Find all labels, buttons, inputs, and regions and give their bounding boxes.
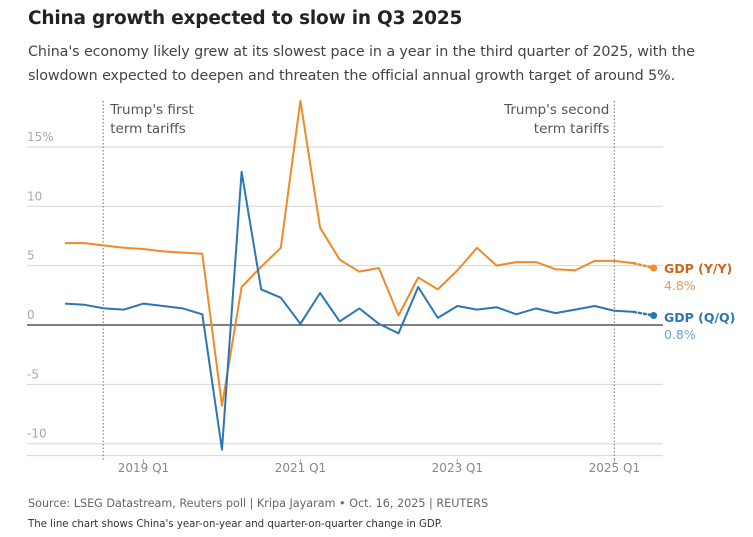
- x-tick-label: 2025 Q1: [589, 461, 640, 475]
- chart-description: The line chart shows China's year-on-yea…: [28, 519, 443, 530]
- source-line: Source: LSEG Datastream, Reuters poll | …: [28, 497, 489, 510]
- y-tick-label: 15%: [27, 130, 54, 144]
- series-label: GDP (Y/Y): [664, 261, 732, 276]
- series-line-yoy: [65, 99, 635, 407]
- chart-title: China growth expected to slow in Q3 2025: [28, 8, 463, 29]
- y-tick-label: 10: [27, 189, 42, 203]
- y-tick-label: 5: [27, 249, 35, 263]
- chart-subtitle: China's economy likely grew at its slowe…: [28, 44, 695, 84]
- x-tick-label: 2019 Q1: [118, 461, 169, 475]
- data-point: [650, 312, 658, 320]
- series-last-value: 0.8%: [664, 327, 696, 342]
- y-tick-label: -10: [27, 427, 47, 441]
- tariff-annotation: Trump's first: [109, 102, 194, 118]
- series-line-qoq: [64, 170, 635, 451]
- forecast-segment: [632, 310, 655, 317]
- y-tick-label: 0: [27, 308, 35, 322]
- series-last-value: 4.8%: [664, 278, 696, 293]
- forecast-segment: [632, 262, 655, 270]
- tariff-annotation: term tariffs: [110, 121, 186, 137]
- y-tick-label: -5: [27, 367, 39, 381]
- tariff-annotation: term tariffs: [534, 121, 610, 137]
- tariff-annotation: Trump's second: [503, 102, 609, 118]
- x-tick-label: 2023 Q1: [432, 461, 483, 475]
- x-tick-label: 2021 Q1: [275, 461, 326, 475]
- series-label: GDP (Q/Q): [664, 310, 735, 325]
